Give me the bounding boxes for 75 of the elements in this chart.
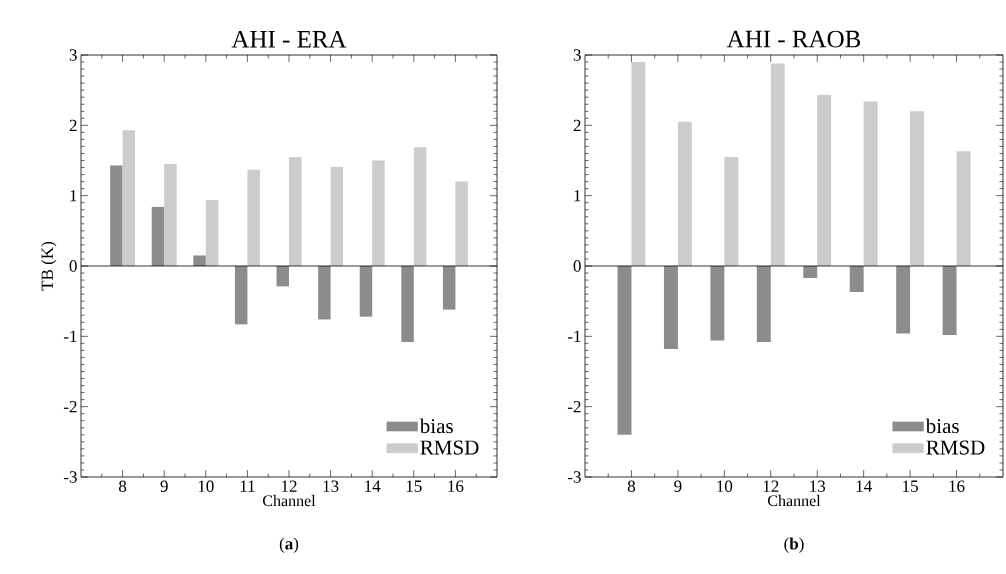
y-tick-label: -1 bbox=[567, 330, 581, 342]
x-tick-label: 12 bbox=[282, 480, 297, 492]
x-tick-label: 13 bbox=[323, 480, 339, 492]
x-axis-title: Channel bbox=[768, 494, 821, 507]
bar bbox=[372, 160, 385, 266]
bar bbox=[677, 121, 692, 266]
x-axis-title: Channel bbox=[263, 494, 316, 507]
y-tick-label: -2 bbox=[567, 401, 581, 413]
bar bbox=[359, 266, 373, 317]
legend-label: RMSD bbox=[420, 440, 479, 455]
bar bbox=[442, 266, 456, 310]
bar bbox=[413, 147, 427, 266]
legend-label: bias bbox=[925, 418, 959, 434]
bar bbox=[110, 165, 123, 266]
bar bbox=[205, 199, 219, 266]
y-tick-label: -1 bbox=[63, 330, 77, 342]
bar bbox=[247, 169, 260, 266]
x-tick-label: 14 bbox=[856, 480, 872, 492]
x-tick-label: 9 bbox=[674, 480, 682, 492]
bar bbox=[849, 266, 864, 293]
bar bbox=[318, 266, 331, 320]
bar bbox=[631, 62, 646, 266]
y-tick-label: -3 bbox=[63, 471, 77, 483]
y-tick-label: 3 bbox=[573, 49, 581, 61]
y-tick-label: -3 bbox=[567, 471, 581, 483]
chart-title: AHI - RAOB bbox=[726, 30, 861, 48]
x-tick-label: 16 bbox=[949, 480, 965, 492]
x-tick-label: 15 bbox=[406, 480, 422, 492]
bar bbox=[151, 206, 165, 266]
x-tick-label: 13 bbox=[810, 480, 826, 492]
x-tick-label: 8 bbox=[119, 480, 127, 493]
x-tick-label: 14 bbox=[365, 480, 381, 492]
bar bbox=[193, 255, 206, 266]
chart-title: AHI - ERA bbox=[231, 30, 347, 48]
y-tick-label: 2 bbox=[69, 119, 77, 131]
y-tick-label: -2 bbox=[63, 401, 77, 413]
y-tick-label: 1 bbox=[70, 190, 77, 202]
legend-label: bias bbox=[419, 418, 453, 434]
legend-label: RMSD bbox=[926, 440, 985, 455]
text: (b) bbox=[784, 537, 804, 553]
y-axis-title: TB (K) bbox=[41, 241, 57, 291]
bar bbox=[803, 266, 818, 278]
y-tick-label: 2 bbox=[573, 119, 581, 131]
x-tick-label: 15 bbox=[903, 480, 918, 492]
y-tick-label: 0 bbox=[573, 260, 581, 272]
bar bbox=[756, 266, 771, 342]
bar bbox=[455, 181, 468, 266]
bar bbox=[863, 101, 878, 266]
y-tick-label: 3 bbox=[69, 49, 77, 61]
bar bbox=[910, 111, 925, 266]
bar bbox=[817, 95, 832, 266]
bar bbox=[401, 266, 414, 342]
bar bbox=[289, 156, 302, 266]
bar bbox=[896, 266, 911, 334]
bar bbox=[164, 164, 177, 266]
x-tick-label: 10 bbox=[198, 480, 214, 493]
bar bbox=[956, 151, 971, 266]
bar bbox=[724, 156, 739, 266]
bar bbox=[770, 63, 785, 266]
bar bbox=[710, 266, 725, 341]
x-tick-label: 12 bbox=[763, 480, 779, 492]
bar bbox=[617, 266, 632, 435]
text: (a) bbox=[279, 537, 299, 553]
x-tick-label: 10 bbox=[717, 480, 733, 493]
y-tick-label: 0 bbox=[69, 260, 77, 272]
y-tick-label: 1 bbox=[574, 190, 581, 202]
x-tick-label: 16 bbox=[448, 480, 464, 492]
bar bbox=[942, 266, 957, 335]
bar bbox=[122, 130, 136, 266]
x-tick-label: 9 bbox=[160, 480, 168, 492]
bar bbox=[234, 266, 248, 325]
bar bbox=[330, 166, 344, 266]
x-tick-label: 11 bbox=[240, 480, 255, 492]
bar bbox=[663, 266, 678, 349]
x-tick-label: 8 bbox=[627, 480, 636, 493]
